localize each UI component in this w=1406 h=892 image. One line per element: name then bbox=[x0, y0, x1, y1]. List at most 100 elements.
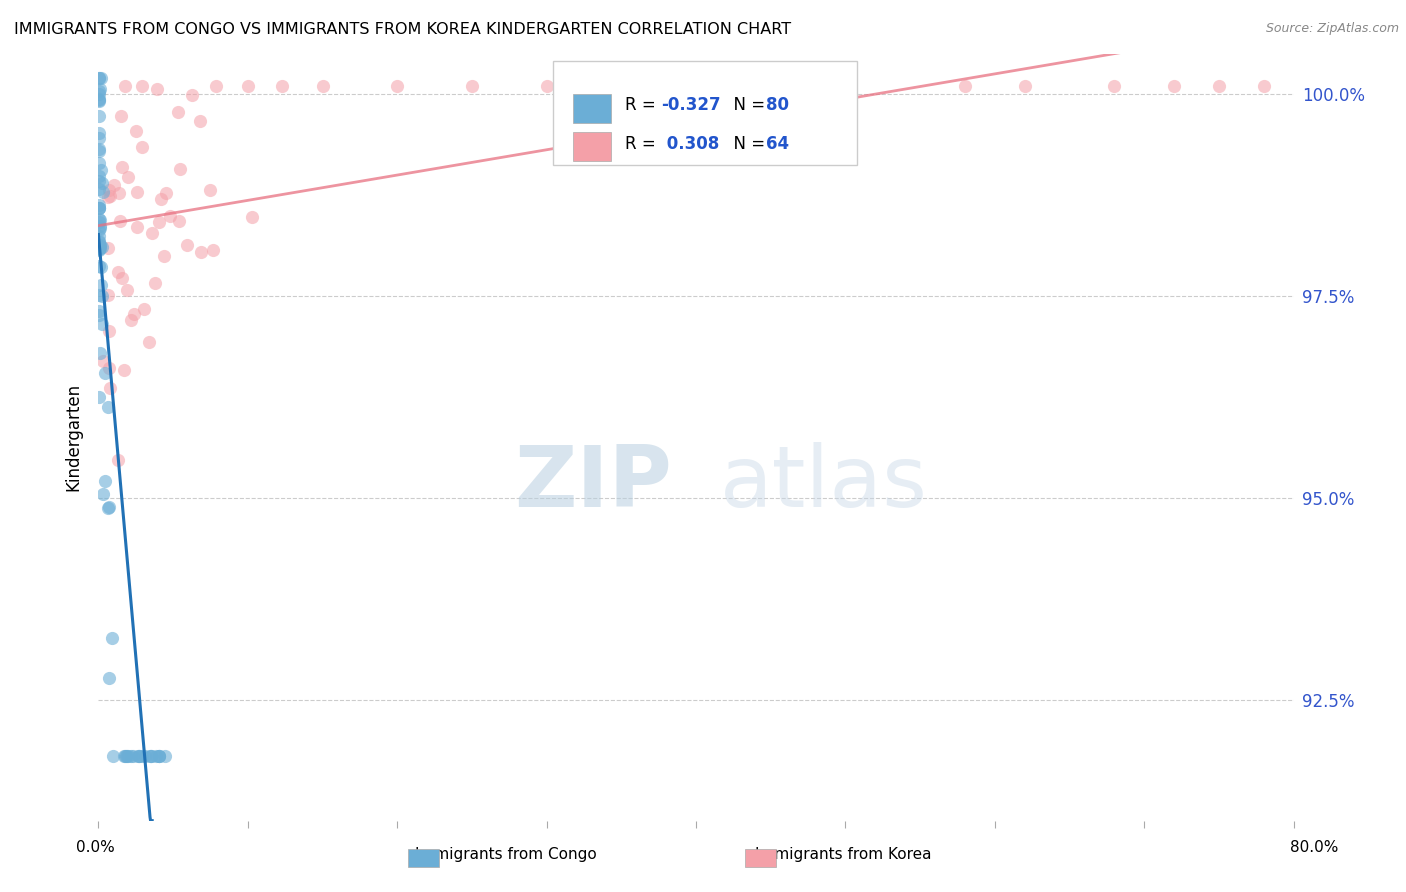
Point bbox=[89, 215, 111, 229]
Text: 64: 64 bbox=[766, 135, 790, 153]
Point bbox=[1253, 78, 1275, 93]
Point bbox=[166, 105, 188, 120]
Point bbox=[181, 87, 204, 102]
Point bbox=[139, 749, 162, 764]
Point bbox=[89, 213, 111, 227]
Point bbox=[101, 631, 124, 645]
Point bbox=[115, 283, 138, 297]
Point bbox=[148, 215, 170, 229]
Point bbox=[94, 474, 117, 488]
Point bbox=[311, 78, 333, 93]
Point bbox=[270, 78, 292, 93]
Point bbox=[128, 749, 150, 764]
Text: 0.0%: 0.0% bbox=[76, 840, 115, 855]
Point bbox=[89, 182, 111, 196]
Point bbox=[98, 189, 121, 203]
Point bbox=[90, 70, 112, 85]
Point bbox=[89, 201, 111, 215]
Point bbox=[107, 453, 129, 467]
Point bbox=[176, 238, 198, 252]
Point bbox=[148, 749, 170, 764]
Point bbox=[89, 238, 111, 252]
Point bbox=[155, 186, 177, 200]
Point bbox=[114, 749, 136, 764]
Point bbox=[89, 155, 111, 169]
Point bbox=[89, 87, 111, 101]
Point bbox=[89, 84, 111, 98]
Point bbox=[90, 163, 112, 178]
Point bbox=[91, 318, 114, 332]
Point bbox=[107, 265, 129, 279]
Point bbox=[89, 304, 111, 318]
Point bbox=[120, 313, 142, 327]
Point bbox=[89, 70, 111, 85]
Point bbox=[91, 487, 114, 501]
Point bbox=[127, 749, 149, 764]
Point bbox=[89, 240, 111, 254]
Point bbox=[97, 190, 120, 204]
Point bbox=[97, 288, 120, 302]
Point bbox=[834, 78, 856, 93]
Point bbox=[127, 219, 149, 234]
Point bbox=[89, 345, 111, 359]
Point bbox=[89, 169, 111, 184]
Point bbox=[89, 93, 111, 107]
Point bbox=[115, 749, 138, 764]
Point bbox=[89, 93, 111, 107]
Point bbox=[128, 749, 150, 764]
Point bbox=[89, 242, 111, 256]
Text: R =: R = bbox=[626, 96, 661, 114]
Point bbox=[97, 400, 120, 414]
Text: Immigrants from Korea: Immigrants from Korea bbox=[755, 847, 932, 862]
Text: Immigrants from Congo: Immigrants from Congo bbox=[415, 847, 598, 862]
Point bbox=[89, 239, 111, 253]
Text: 80: 80 bbox=[766, 96, 790, 114]
Point bbox=[89, 198, 111, 212]
Point bbox=[89, 219, 111, 233]
Text: 0.308: 0.308 bbox=[661, 135, 720, 153]
Point bbox=[110, 109, 132, 123]
Point bbox=[114, 78, 136, 93]
Point bbox=[112, 363, 135, 377]
Point bbox=[138, 334, 160, 349]
Point bbox=[89, 220, 111, 235]
Point bbox=[111, 161, 134, 175]
Point bbox=[1014, 78, 1036, 93]
Point bbox=[89, 202, 111, 216]
Point bbox=[149, 193, 172, 207]
Point bbox=[131, 749, 153, 764]
Text: R =: R = bbox=[626, 135, 661, 153]
Point bbox=[89, 142, 111, 156]
Text: Source: ZipAtlas.com: Source: ZipAtlas.com bbox=[1265, 22, 1399, 36]
Point bbox=[89, 211, 111, 226]
Point bbox=[89, 131, 111, 145]
Point bbox=[114, 749, 136, 764]
Point bbox=[385, 78, 409, 93]
Text: 80.0%: 80.0% bbox=[1291, 840, 1339, 855]
Point bbox=[1163, 78, 1185, 93]
Point bbox=[89, 82, 111, 96]
Point bbox=[131, 140, 153, 154]
Point bbox=[198, 183, 221, 197]
Point bbox=[117, 749, 139, 764]
Point bbox=[89, 201, 111, 215]
Point bbox=[1208, 78, 1230, 93]
Point bbox=[145, 749, 167, 764]
Point bbox=[153, 749, 176, 764]
Point bbox=[159, 209, 181, 223]
Point bbox=[148, 749, 170, 764]
Point bbox=[107, 186, 129, 201]
Y-axis label: Kindergarten: Kindergarten bbox=[65, 383, 83, 491]
Point bbox=[90, 278, 112, 293]
Point bbox=[1104, 78, 1126, 93]
Text: ZIP: ZIP bbox=[515, 442, 672, 524]
Text: atlas: atlas bbox=[720, 442, 928, 524]
Point bbox=[89, 228, 111, 243]
Point bbox=[146, 82, 169, 96]
Point bbox=[117, 749, 139, 764]
Point bbox=[89, 391, 111, 405]
Point bbox=[610, 78, 633, 93]
Point bbox=[117, 169, 139, 184]
Point bbox=[98, 500, 121, 515]
Text: N =: N = bbox=[724, 135, 770, 153]
